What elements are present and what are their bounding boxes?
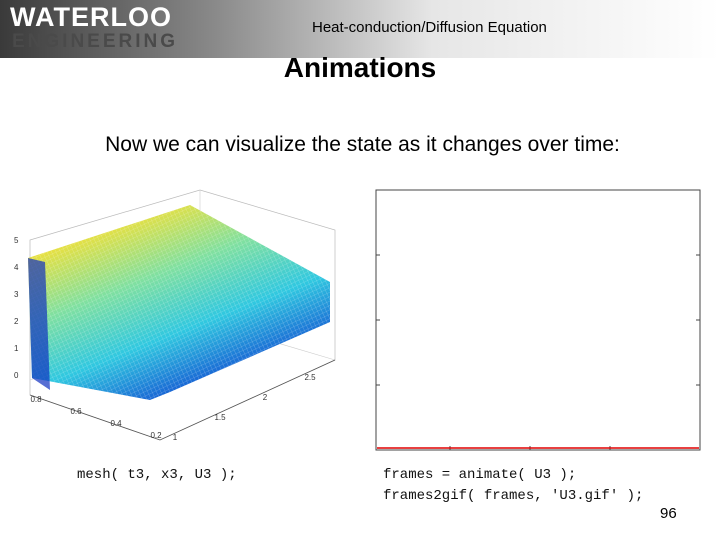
z-tick-label: 3: [14, 290, 19, 299]
header-topic: Heat-conduction/Diffusion Equation: [312, 19, 547, 36]
slide-title: Animations: [283, 52, 437, 83]
page-number: 96: [660, 505, 677, 522]
right-caption-line: frames = animate( U3 );: [383, 467, 577, 483]
z-tick-label: 4: [14, 263, 19, 272]
z-tick-label: 5: [14, 236, 19, 245]
animation-axes: [375, 189, 701, 451]
z-tick-label: 2: [14, 317, 19, 326]
right-caption-line: frames2gif( frames, 'U3.gif' );: [383, 488, 644, 504]
t-tick-label: 2: [263, 393, 268, 402]
x-tick-label: 0.6: [70, 407, 82, 416]
header-band: [0, 0, 720, 58]
x-tick-label: 0.4: [110, 419, 122, 428]
z-tick-label: 0: [14, 371, 19, 380]
logo-top: WATERLOO: [10, 2, 172, 32]
body-text: Now we can visualize the state as it cha…: [105, 133, 620, 156]
z-tick-label: 1: [14, 344, 19, 353]
x-tick-label: 0.8: [30, 395, 42, 404]
left-caption: mesh( t3, x3, U3 );: [77, 467, 237, 483]
t-tick-label: 1.5: [214, 413, 226, 422]
logo-bottom: ENGINEERING: [12, 31, 179, 52]
mesh-plot: [28, 189, 336, 441]
t-tick-label: 2.5: [304, 373, 316, 382]
x-tick-label: 0.2: [150, 431, 162, 440]
t-tick-label: 1: [173, 433, 178, 442]
